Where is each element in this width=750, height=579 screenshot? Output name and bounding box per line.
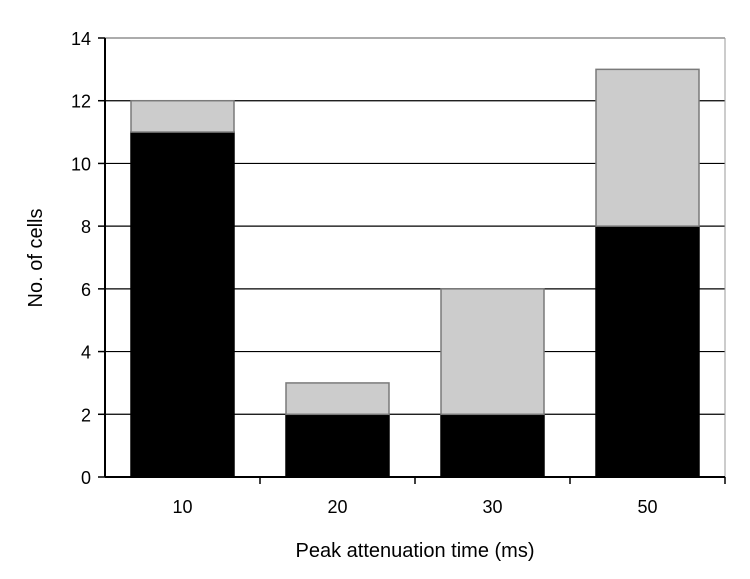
bar-segment-50-series-1 [595,225,700,478]
bar-segment-10-series-1 [130,131,235,478]
x-tick-label: 50 [637,497,657,517]
x-tick-label: 30 [482,497,502,517]
y-tick-label: 8 [81,217,91,237]
bar-segment-50-series-2 [595,68,700,227]
bar-segment-20-series-1 [285,413,390,478]
y-tick-label: 0 [81,468,91,488]
y-tick-label: 10 [71,154,91,174]
y-axis-title: No. of cells [25,209,47,308]
axes [98,37,726,484]
bar-segment-20-series-2 [285,382,390,416]
bars [130,68,700,478]
x-tick-label: 10 [172,497,192,517]
y-tick-label: 6 [81,280,91,300]
y-tick-label: 14 [71,29,91,49]
bar-segment-30-series-2 [440,288,545,416]
y-tick-label: 2 [81,405,91,425]
y-tick-label: 12 [71,92,91,112]
x-tick-labels: 10 20 30 50 [172,497,657,517]
bar-segment-30-series-1 [440,413,545,478]
x-tick-label: 20 [327,497,347,517]
y-tick-labels: 0 2 4 6 8 10 12 14 [71,29,91,488]
x-axis-title: Peak attenuation time (ms) [296,540,535,562]
bar-segment-10-series-2 [130,99,235,133]
y-tick-label: 4 [81,343,91,363]
